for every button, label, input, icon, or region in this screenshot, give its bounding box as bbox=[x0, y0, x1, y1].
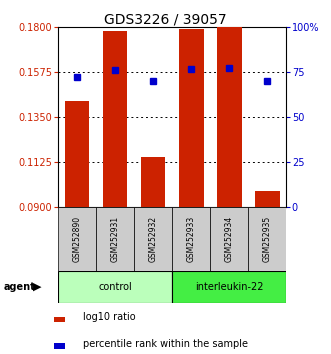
Bar bbox=[172, 207, 210, 271]
Text: interleukin-22: interleukin-22 bbox=[195, 282, 263, 292]
Bar bbox=[96, 207, 134, 271]
Bar bbox=[179, 29, 204, 207]
Bar bbox=[58, 271, 172, 303]
Text: GSM252934: GSM252934 bbox=[225, 216, 234, 262]
Bar bbox=[217, 27, 242, 207]
Text: control: control bbox=[98, 282, 132, 292]
Text: percentile rank within the sample: percentile rank within the sample bbox=[83, 339, 248, 349]
Text: GDS3226 / 39057: GDS3226 / 39057 bbox=[104, 12, 227, 27]
Text: GSM252931: GSM252931 bbox=[111, 216, 119, 262]
Bar bbox=[134, 207, 172, 271]
Text: ▶: ▶ bbox=[33, 282, 42, 292]
Bar bbox=[58, 207, 96, 271]
Bar bbox=[255, 191, 280, 207]
Text: agent: agent bbox=[3, 282, 35, 292]
Bar bbox=[103, 30, 127, 207]
Bar bbox=[172, 271, 286, 303]
Text: GSM252935: GSM252935 bbox=[263, 216, 272, 262]
Bar bbox=[210, 207, 248, 271]
Text: GSM252932: GSM252932 bbox=[149, 216, 158, 262]
Text: GSM252933: GSM252933 bbox=[187, 216, 196, 262]
Bar bbox=[248, 207, 286, 271]
Bar bbox=[141, 157, 166, 207]
Bar bbox=[54, 343, 66, 349]
Bar bbox=[65, 101, 89, 207]
Bar bbox=[54, 317, 66, 322]
Text: GSM252890: GSM252890 bbox=[72, 216, 81, 262]
Text: log10 ratio: log10 ratio bbox=[83, 312, 136, 322]
